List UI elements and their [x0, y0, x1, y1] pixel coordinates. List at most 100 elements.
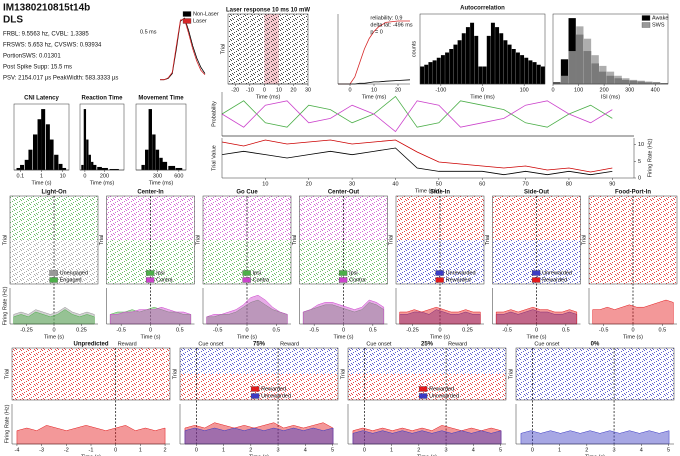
y-axis-label: Trial — [2, 235, 8, 246]
panel-title: 0% — [591, 342, 600, 348]
x-tick-label: 5 — [331, 447, 334, 453]
hist-bar — [54, 154, 59, 170]
psth-area — [13, 309, 95, 325]
x-tick-label: 0 — [535, 327, 538, 333]
raster-block — [12, 348, 170, 400]
legend-swatch — [250, 386, 260, 392]
hist-bar — [41, 109, 46, 170]
hist-bar — [159, 157, 163, 170]
hist-bar — [109, 168, 119, 170]
stat-line: PSV: 2154.017 µs PeakWidth: 583.3333 µs — [3, 76, 118, 82]
x-tick-label: -0.5 — [502, 327, 511, 333]
x-tick-label: 30 — [305, 87, 311, 93]
x-tick-label: 200 — [100, 173, 109, 179]
x-tick-label: 0 — [438, 327, 441, 333]
legend-label: Unengaged — [60, 270, 88, 276]
hist-bar — [499, 33, 504, 84]
legend-swatch — [418, 393, 428, 399]
legend-swatch — [418, 386, 428, 392]
hist-bar — [81, 164, 84, 170]
hist-bar — [553, 83, 561, 84]
hist-bar — [461, 33, 466, 84]
psth-area — [495, 306, 578, 325]
hist-bar — [32, 134, 38, 170]
x-tick-label: 0 — [551, 87, 554, 93]
x-tick-label: -2 — [64, 447, 69, 453]
x-tick-label: 200 — [600, 87, 609, 93]
hist-bar — [100, 167, 108, 170]
hist-bar — [91, 161, 94, 170]
y-axis-label: counts — [411, 41, 417, 57]
y-axis-label: Trial — [485, 235, 491, 246]
y2-tick-label: 0 — [638, 175, 641, 181]
psth-area — [206, 294, 288, 325]
series-line — [221, 100, 613, 133]
hist-bar — [622, 78, 630, 84]
hist-bar — [92, 164, 97, 170]
x-tick-label: 100 — [574, 87, 583, 93]
hist-bar — [428, 62, 433, 84]
legend-label: Rewarded — [542, 277, 567, 283]
psth-area — [302, 299, 385, 325]
hist-bar — [645, 81, 653, 84]
y-axis-label: Trial — [581, 235, 587, 246]
x-tick-label: -0.25 — [406, 327, 419, 333]
x-axis-label: Time (s) — [32, 180, 52, 186]
x-tick-label: 0 — [52, 327, 55, 333]
psth-area — [520, 430, 670, 445]
panel-title: Autocorrelation — [460, 6, 505, 12]
panel-title: Side-In — [430, 190, 450, 196]
x-tick-label: 600 — [174, 173, 183, 179]
hist-bar — [88, 154, 91, 170]
event-label: Cue onset — [366, 341, 392, 347]
x-tick-label: 2 — [417, 447, 420, 453]
legend-label: Non-Laser — [193, 11, 219, 17]
x-tick-label: -0.5 — [309, 327, 318, 333]
x-tick-label: 0.5 — [659, 327, 667, 333]
raster-block — [516, 348, 674, 400]
series-line — [160, 17, 206, 81]
legend-label: Engaged — [60, 277, 82, 283]
x-tick-label: 10 — [276, 87, 282, 93]
x-tick-label: 5 — [667, 447, 670, 453]
x-tick-label: -100 — [435, 87, 446, 93]
x-tick-label: 1 — [390, 447, 393, 453]
hist-bar — [83, 109, 87, 170]
x-axis-label: Time (ms) — [90, 180, 115, 186]
stat-line: PortionSWS: 0.01301 — [3, 54, 61, 60]
raster-block — [348, 348, 506, 374]
legend-label: Rewarded — [446, 277, 471, 283]
x-tick-label: -0.5 — [599, 327, 608, 333]
y-axis-label: Trial — [220, 44, 226, 55]
hist-bar — [152, 134, 156, 170]
x-tick-label: 20 — [306, 181, 312, 187]
annotation: reliability: 0.9 — [370, 15, 402, 21]
legend-label: Ipsi — [349, 270, 358, 276]
x-tick-label: 4 — [640, 447, 643, 453]
x-axis-label: Time (s) — [623, 334, 643, 340]
stat-line: Post Spike Supp: 15.5 ms — [3, 65, 72, 71]
unit-title: IM1380210815t14b — [3, 3, 90, 14]
hist-bar — [507, 44, 512, 84]
x-tick-label: 10 — [371, 87, 377, 93]
x-tick-label: 3 — [445, 447, 448, 453]
x-tick-label: -10 — [246, 87, 254, 93]
x-tick-label: 20 — [395, 87, 401, 93]
x-axis-label: ISI (ms) — [601, 94, 620, 100]
legend-label: Rewarded — [261, 386, 286, 392]
hist-bar — [637, 80, 645, 84]
legend-swatch — [250, 393, 260, 399]
x-tick-label: 3 — [277, 447, 280, 453]
x-tick-label: -0.25 — [20, 327, 33, 333]
x-tick-label: -20 — [231, 87, 239, 93]
hist-bar — [465, 27, 470, 84]
x-tick-label: 30 — [349, 181, 355, 187]
hist-bar — [420, 66, 425, 84]
x-tick-label: 60 — [479, 181, 485, 187]
x-tick-label: 0 — [83, 173, 86, 179]
psth-area — [352, 425, 502, 445]
annotation: p = 0 — [370, 29, 382, 35]
x-tick-label: 50 — [436, 181, 442, 187]
panel-title: Side-Out — [524, 190, 549, 196]
